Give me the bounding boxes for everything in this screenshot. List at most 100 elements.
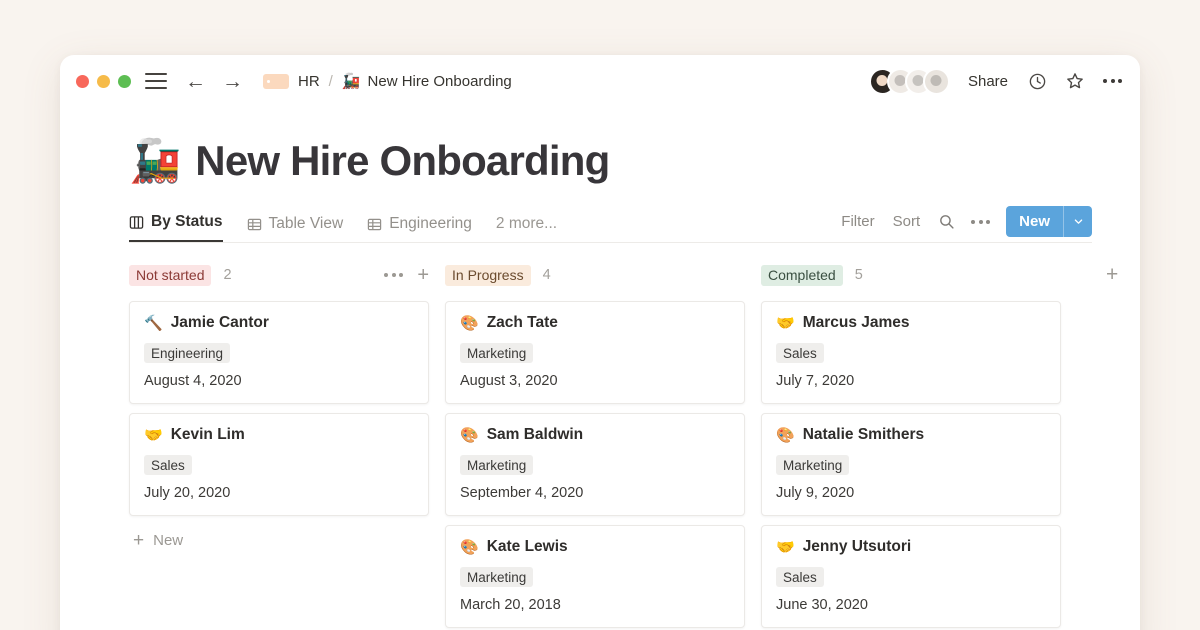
board-card[interactable]: 🎨 Kate Lewis Marketing March 20, 2018 [445, 525, 745, 628]
tab-by-status[interactable]: By Status [129, 213, 223, 242]
page-content: 🚂 New Hire Onboarding By Status [60, 137, 1140, 630]
tab-table-view[interactable]: Table View [247, 215, 344, 242]
card-date: June 30, 2020 [776, 597, 868, 613]
board-view-icon [129, 215, 144, 230]
tab-label: By Status [151, 213, 223, 230]
card-name: Zach Tate [486, 314, 558, 331]
palette-icon: 🎨 [460, 539, 479, 556]
card-date: March 20, 2018 [460, 597, 561, 613]
card-tag: Sales [776, 343, 824, 363]
search-icon[interactable] [938, 213, 955, 230]
card-title: 🤝 Jenny Utsutori [776, 538, 1046, 556]
card-date: July 7, 2020 [776, 373, 855, 389]
new-button-label: New [1019, 213, 1050, 230]
page-title: 🚂 New Hire Onboarding [129, 137, 1100, 185]
card-title: 🔨 Jamie Cantor [144, 314, 414, 332]
card-date: August 4, 2020 [144, 373, 242, 389]
avatar[interactable] [922, 67, 950, 95]
minimize-window-button[interactable] [97, 74, 110, 88]
column-count: 4 [542, 267, 551, 283]
board-card[interactable]: 🤝 Jenny Utsutori Sales June 30, 2020 [761, 525, 1061, 628]
card-name: Kate Lewis [486, 538, 568, 555]
forward-arrow-icon[interactable]: → [222, 69, 243, 93]
board-column-not-started: Not started 2 + 🔨 Jamie Cantor [129, 261, 429, 630]
add-column-icon[interactable]: + [1106, 263, 1119, 286]
page-title-text[interactable]: New Hire Onboarding [195, 137, 610, 184]
view-tab-bar: By Status Table View [129, 205, 1092, 243]
folder-tag-icon [263, 73, 289, 89]
status-badge[interactable]: Not started [129, 264, 212, 286]
plus-icon: + [133, 530, 145, 551]
column-new-card-label: New [153, 532, 184, 549]
card-tag: Marketing [460, 455, 534, 475]
maximize-window-button[interactable] [118, 74, 131, 88]
card-title: 🎨 Sam Baldwin [460, 426, 730, 444]
back-arrow-icon[interactable]: ← [185, 69, 206, 93]
column-header: In Progress 4 [445, 261, 745, 289]
card-name: Marcus James [802, 314, 910, 331]
column-more-icon[interactable] [384, 273, 404, 277]
title-bar-actions: Share [868, 67, 1122, 95]
column-add-card-icon[interactable]: + [417, 264, 429, 286]
card-title: 🎨 Kate Lewis [460, 538, 730, 556]
card-tag: Marketing [460, 567, 534, 587]
filter-button[interactable]: Filter [841, 213, 875, 230]
app-window: ← → HR / 🚂 New Hire Onboarding Share [60, 55, 1140, 630]
handshake-icon: 🤝 [776, 315, 795, 332]
chevron-down-icon[interactable] [1064, 206, 1092, 237]
train-icon[interactable]: 🚂 [129, 137, 182, 184]
breadcrumb-current[interactable]: New Hire Onboarding [367, 72, 512, 90]
board-card[interactable]: 🎨 Sam Baldwin Marketing September 4, 202… [445, 413, 745, 516]
board-card[interactable]: 🤝 Marcus James Sales July 7, 2020 [761, 301, 1061, 404]
card-tag: Sales [144, 455, 192, 475]
tabs-more-button[interactable]: 2 more... [495, 215, 558, 232]
collaborator-avatars[interactable] [868, 67, 950, 95]
breadcrumb-parent[interactable]: HR [298, 72, 320, 90]
clock-icon[interactable] [1028, 72, 1047, 91]
column-actions: + [384, 265, 429, 285]
card-title: 🤝 Kevin Lim [144, 426, 414, 444]
breadcrumb-separator: / [328, 72, 333, 90]
board-card[interactable]: 🎨 Natalie Smithers Marketing July 9, 202… [761, 413, 1061, 516]
star-icon[interactable] [1065, 71, 1085, 91]
tab-engineering[interactable]: Engineering [367, 215, 472, 242]
share-button[interactable]: Share [967, 72, 1008, 90]
column-count: 5 [854, 267, 863, 283]
view-more-icon[interactable] [971, 219, 991, 224]
card-title: 🎨 Natalie Smithers [776, 426, 1046, 444]
column-header: Not started 2 + [129, 261, 429, 289]
card-name: Kevin Lim [170, 426, 245, 443]
view-toolbar: Filter Sort New [841, 206, 1092, 242]
column-header: Completed 5 [761, 261, 1061, 289]
card-date: September 4, 2020 [460, 485, 584, 501]
board-card[interactable]: 🔨 Jamie Cantor Engineering August 4, 202… [129, 301, 429, 404]
hammer-icon: 🔨 [144, 315, 163, 332]
traffic-lights [76, 74, 131, 88]
hamburger-icon[interactable] [145, 73, 167, 89]
card-tag: Sales [776, 567, 824, 587]
sort-button[interactable]: Sort [892, 213, 921, 230]
card-title: 🎨 Zach Tate [460, 314, 730, 332]
palette-icon: 🎨 [460, 315, 479, 332]
tab-label: Engineering [389, 215, 472, 232]
board-column-completed: Completed 5 🤝 Marcus James Sales July 7,… [761, 261, 1061, 630]
card-title: 🤝 Marcus James [776, 314, 1046, 332]
more-horizontal-icon[interactable] [1103, 79, 1122, 83]
board-card[interactable]: 🤝 Kevin Lim Sales July 20, 2020 [129, 413, 429, 516]
table-view-icon [247, 217, 262, 232]
close-window-button[interactable] [76, 74, 89, 88]
new-button[interactable]: New [1006, 206, 1092, 237]
status-badge[interactable]: Completed [761, 264, 843, 286]
card-date: July 9, 2020 [776, 485, 855, 501]
column-count: 2 [223, 267, 232, 283]
kanban-board: Not started 2 + 🔨 Jamie Cantor [129, 261, 1118, 630]
column-new-card-button[interactable]: + New [129, 525, 429, 556]
status-badge[interactable]: In Progress [445, 264, 531, 286]
board-card[interactable]: 🎨 Zach Tate Marketing August 3, 2020 [445, 301, 745, 404]
table-view-icon [367, 217, 382, 232]
card-name: Jenny Utsutori [802, 538, 912, 555]
card-name: Natalie Smithers [802, 426, 925, 443]
tab-label: Table View [268, 215, 344, 232]
title-bar: ← → HR / 🚂 New Hire Onboarding Share [60, 55, 1140, 107]
